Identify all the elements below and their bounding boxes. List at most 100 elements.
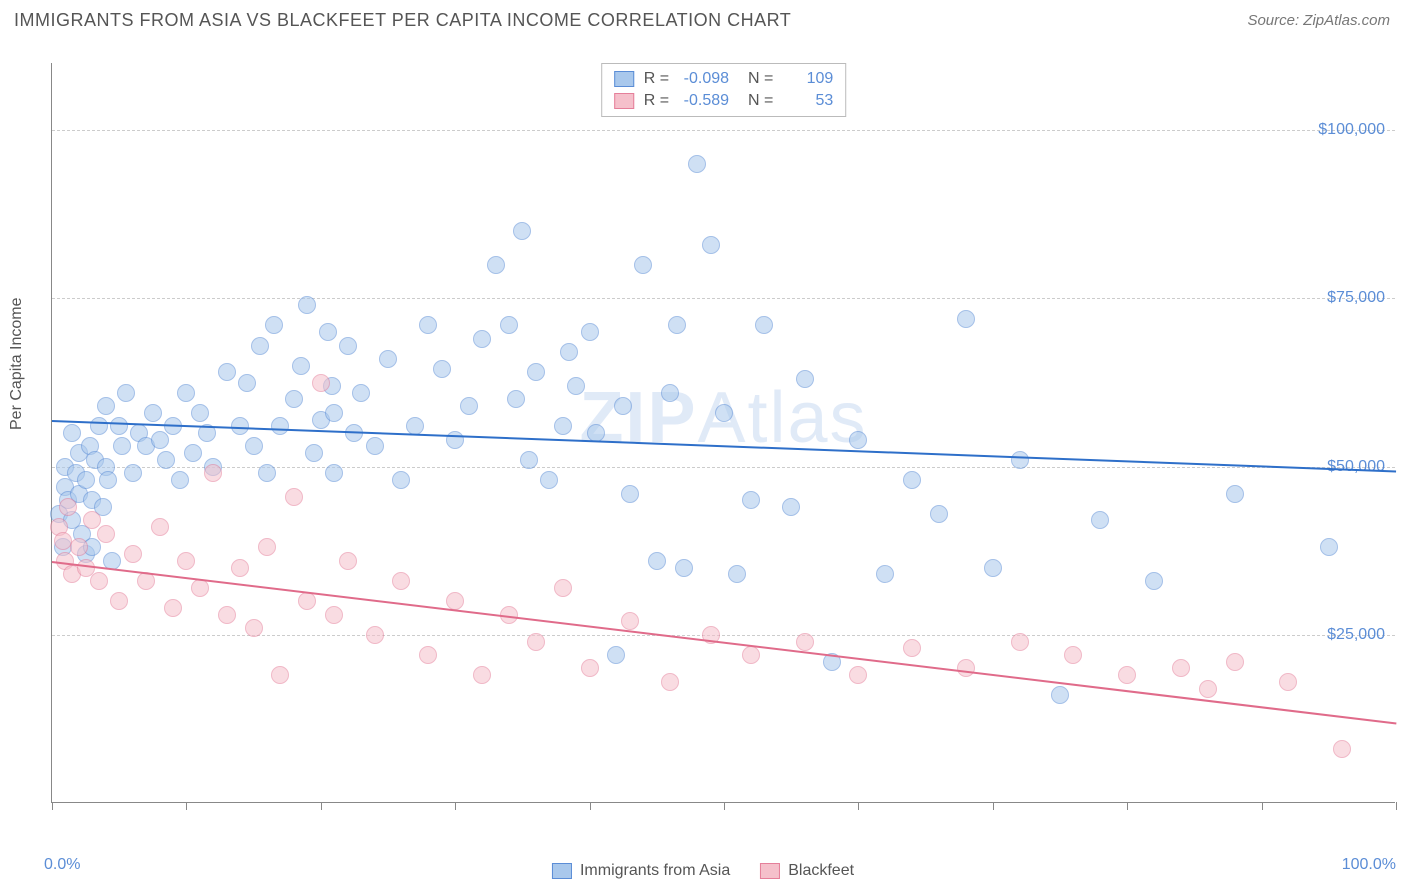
scatter-point bbox=[157, 451, 175, 469]
r-value: -0.098 bbox=[679, 70, 729, 88]
scatter-point bbox=[957, 310, 975, 328]
scatter-point bbox=[520, 451, 538, 469]
scatter-point bbox=[876, 565, 894, 583]
chart-title: IMMIGRANTS FROM ASIA VS BLACKFEET PER CA… bbox=[14, 10, 791, 31]
scatter-point bbox=[1011, 451, 1029, 469]
scatter-point bbox=[113, 437, 131, 455]
gridline bbox=[52, 298, 1395, 299]
scatter-point bbox=[634, 256, 652, 274]
scatter-point bbox=[110, 417, 128, 435]
stats-swatch bbox=[614, 71, 634, 87]
scatter-point bbox=[782, 498, 800, 516]
scatter-point bbox=[1226, 653, 1244, 671]
scatter-point bbox=[668, 316, 686, 334]
scatter-point bbox=[560, 343, 578, 361]
scatter-point bbox=[366, 437, 384, 455]
scatter-point bbox=[164, 599, 182, 617]
scatter-point bbox=[728, 565, 746, 583]
x-axis-min-label: 0.0% bbox=[44, 856, 80, 874]
scatter-point bbox=[1333, 740, 1351, 758]
scatter-point bbox=[715, 404, 733, 422]
scatter-point bbox=[379, 350, 397, 368]
scatter-point bbox=[177, 552, 195, 570]
scatter-point bbox=[124, 464, 142, 482]
stats-swatch bbox=[614, 93, 634, 109]
scatter-point bbox=[251, 337, 269, 355]
scatter-point bbox=[325, 404, 343, 422]
scatter-point bbox=[688, 155, 706, 173]
scatter-point bbox=[312, 374, 330, 392]
x-axis-max-label: 100.0% bbox=[1342, 856, 1396, 874]
scatter-chart: ZIPAtlas R =-0.098 N =109R =-0.589 N =53… bbox=[51, 63, 1395, 803]
scatter-point bbox=[271, 666, 289, 684]
scatter-point bbox=[675, 559, 693, 577]
scatter-point bbox=[755, 316, 773, 334]
scatter-point bbox=[1011, 633, 1029, 651]
scatter-point bbox=[117, 384, 135, 402]
scatter-point bbox=[581, 659, 599, 677]
scatter-point bbox=[607, 646, 625, 664]
scatter-point bbox=[648, 552, 666, 570]
stats-row: R =-0.098 N =109 bbox=[614, 68, 834, 90]
scatter-point bbox=[1145, 572, 1163, 590]
scatter-point bbox=[97, 525, 115, 543]
scatter-point bbox=[77, 471, 95, 489]
n-label: N = bbox=[739, 92, 773, 110]
source-attribution: Source: ZipAtlas.com bbox=[1247, 12, 1390, 29]
scatter-point bbox=[271, 417, 289, 435]
scatter-point bbox=[1091, 511, 1109, 529]
gridline bbox=[52, 467, 1395, 468]
legend-swatch bbox=[760, 863, 780, 879]
scatter-point bbox=[90, 417, 108, 435]
x-tick bbox=[858, 802, 859, 810]
scatter-point bbox=[849, 666, 867, 684]
x-tick bbox=[590, 802, 591, 810]
scatter-point bbox=[1118, 666, 1136, 684]
scatter-point bbox=[1051, 686, 1069, 704]
scatter-point bbox=[70, 538, 88, 556]
scatter-point bbox=[59, 498, 77, 516]
scatter-point bbox=[319, 323, 337, 341]
scatter-point bbox=[325, 606, 343, 624]
scatter-point bbox=[903, 639, 921, 657]
scatter-point bbox=[473, 666, 491, 684]
scatter-point bbox=[298, 296, 316, 314]
scatter-point bbox=[796, 633, 814, 651]
scatter-point bbox=[124, 545, 142, 563]
scatter-point bbox=[218, 363, 236, 381]
x-tick bbox=[455, 802, 456, 810]
scatter-point bbox=[702, 236, 720, 254]
scatter-point bbox=[581, 323, 599, 341]
legend-swatch bbox=[552, 863, 572, 879]
scatter-point bbox=[487, 256, 505, 274]
scatter-point bbox=[352, 384, 370, 402]
scatter-point bbox=[238, 374, 256, 392]
scatter-point bbox=[245, 437, 263, 455]
scatter-point bbox=[957, 659, 975, 677]
scatter-point bbox=[97, 397, 115, 415]
n-label: N = bbox=[739, 70, 773, 88]
scatter-point bbox=[527, 633, 545, 651]
n-value: 109 bbox=[783, 70, 833, 88]
scatter-point bbox=[460, 397, 478, 415]
scatter-point bbox=[305, 444, 323, 462]
legend-item: Blackfeet bbox=[760, 862, 854, 880]
x-tick bbox=[321, 802, 322, 810]
x-tick bbox=[52, 802, 53, 810]
scatter-point bbox=[285, 390, 303, 408]
scatter-point bbox=[171, 471, 189, 489]
stats-row: R =-0.589 N =53 bbox=[614, 90, 834, 112]
scatter-point bbox=[99, 471, 117, 489]
y-tick-label: $100,000 bbox=[1318, 121, 1385, 139]
scatter-point bbox=[540, 471, 558, 489]
scatter-point bbox=[473, 330, 491, 348]
scatter-point bbox=[110, 592, 128, 610]
scatter-point bbox=[1279, 673, 1297, 691]
scatter-point bbox=[292, 357, 310, 375]
scatter-point bbox=[446, 431, 464, 449]
y-tick-label: $50,000 bbox=[1327, 458, 1385, 476]
legend-label: Blackfeet bbox=[788, 862, 854, 880]
y-tick-label: $25,000 bbox=[1327, 626, 1385, 644]
scatter-point bbox=[90, 572, 108, 590]
scatter-point bbox=[903, 471, 921, 489]
